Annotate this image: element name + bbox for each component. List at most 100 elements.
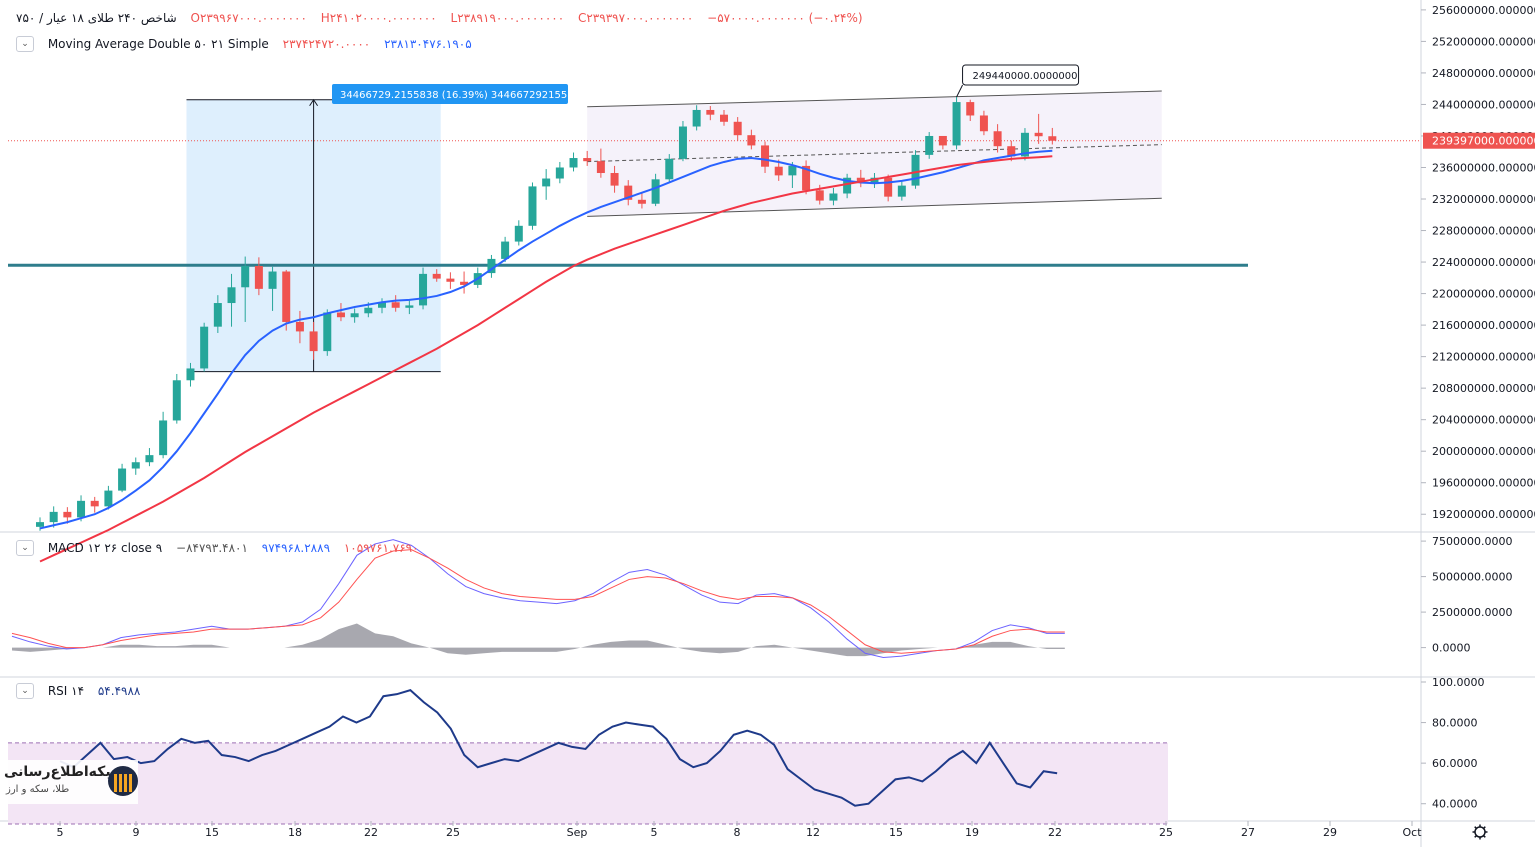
candle (596, 148, 605, 178)
price-tick-label: 192000000.0000000 (1432, 508, 1535, 521)
candle-body (501, 241, 510, 259)
candle (802, 160, 811, 195)
candle (938, 135, 947, 150)
candle (63, 507, 72, 524)
gear-icon[interactable] (1472, 824, 1488, 840)
price-tick-label: 224000000.0000000 (1432, 256, 1535, 269)
candle (542, 169, 551, 200)
candle (624, 180, 633, 206)
gear-icon-tooth (1474, 826, 1477, 829)
price-tick-label: 236000000.0000000 (1432, 161, 1535, 174)
candle (665, 154, 674, 183)
ma-value-2: ۲۳۸۱۳۰۴۷۶.۱۹۰۵ (384, 36, 472, 51)
candle (733, 117, 742, 141)
signal-line (11, 549, 1065, 654)
candle-body (49, 511, 58, 523)
candle-body (1020, 132, 1029, 157)
candle (788, 161, 797, 188)
logo-subtitle: طلا، سکه و ارز (6, 784, 70, 795)
candle (610, 165, 619, 193)
candle-body (77, 500, 86, 518)
candle-body (569, 158, 578, 168)
range-measure-label: 34466729.2155838 (16.39%) 34466729215583… (340, 90, 586, 101)
rsi-value: ۵۴.۴۹۸۸ (97, 683, 141, 698)
candle-body (720, 114, 728, 122)
candle-body (378, 302, 386, 308)
candle-body (802, 165, 811, 191)
chevron-down-icon[interactable]: ⌄ (16, 683, 34, 699)
candle (993, 124, 1002, 153)
candle-body (528, 186, 537, 226)
rsi-name[interactable]: RSI ۱۴ (47, 683, 85, 698)
candle-body (911, 154, 920, 186)
watermark-logo: شبکه‌اطلاع‌رسانی طلا، سکه و ارز (2, 760, 138, 804)
candle-body (104, 490, 113, 507)
price-tick-label: 252000000.0000000 (1432, 35, 1535, 48)
high-callout-box (962, 64, 1080, 86)
candle-body (856, 177, 865, 183)
candle (720, 109, 728, 126)
price-tick-label: 212000000.0000000 (1432, 351, 1535, 364)
candle-body (268, 271, 277, 289)
macd-name[interactable]: MACD ۱۲ ۲۶ close ۹ (47, 540, 163, 555)
candle (514, 220, 523, 246)
time-tick-label: 5 (57, 826, 64, 839)
logo-bars-icon (114, 774, 134, 792)
candle (761, 141, 770, 174)
candle (528, 182, 537, 230)
candle (952, 97, 961, 150)
time-tick-label: 18 (288, 826, 302, 839)
candle-body (336, 312, 345, 318)
chevron-down-icon[interactable]: ⌄ (16, 540, 34, 556)
candle (678, 120, 687, 162)
high-callout-label: 249440000.0000000 (973, 71, 1078, 82)
candle-body (419, 273, 428, 306)
ma-name[interactable]: Moving Average Double ۵۰ ۲۱ Simple (47, 36, 269, 51)
ma-value-1: ۲۳۷۴۲۴۷۲۰.۰۰۰۰ (282, 36, 371, 51)
candle-body (309, 331, 318, 352)
time-tick-label: 12 (806, 826, 820, 839)
price-tick-label: 196000000.0000000 (1432, 477, 1535, 490)
candle (651, 173, 660, 207)
candle-body (610, 173, 619, 186)
candle (774, 159, 783, 181)
candle (49, 506, 58, 528)
macd-histogram (12, 623, 1065, 657)
candle-body (884, 177, 893, 197)
macd-signal-value: ۱۰۵۹۷۶۱.۷۶۹۰ (343, 540, 419, 555)
channel-bottom (587, 197, 1162, 217)
gear-icon-tooth (1474, 835, 1477, 838)
price-tick-label: 248000000.0000000 (1432, 67, 1535, 80)
candle-body (350, 313, 359, 318)
candle (419, 267, 428, 310)
symbol-title[interactable]: شاخص ۲۴۰ طلای ۱۸ عیار / ۷۵۰ (16, 11, 177, 25)
candle-body (1007, 146, 1016, 157)
candle (118, 463, 127, 493)
channel-fill (587, 91, 1162, 217)
candle-body (596, 161, 605, 174)
candle (979, 110, 988, 136)
macd-macd-value: ۹۷۴۹۶۸.۲۸۸۹ (261, 540, 331, 555)
chevron-down-icon[interactable]: ⌄ (16, 36, 34, 52)
candle (200, 322, 209, 372)
price-legend: شاخص ۲۴۰ طلای ۱۸ عیار / ۷۵۰ O۲۳۹۹۶۷۰۰۰.۰… (16, 11, 873, 25)
candle (692, 105, 701, 131)
candle (829, 187, 838, 206)
candle-body (487, 258, 496, 274)
macd-tick-label: 5000000.0000 (1432, 571, 1512, 584)
ma-line (39, 155, 1053, 563)
candle (336, 303, 345, 322)
macd-hist-value: −۸۴۷۹۳.۴۸۰۱ (176, 540, 248, 555)
candle (897, 181, 906, 201)
candle-body (925, 135, 934, 155)
time-tick-label: 25 (1159, 826, 1173, 839)
candle (911, 150, 920, 189)
candle (583, 150, 592, 166)
price-tick-label: 256000000.0000000 (1432, 4, 1535, 17)
candle-body (241, 266, 250, 288)
candle (446, 272, 455, 289)
rsi-line (59, 688, 1058, 807)
candle-body (514, 225, 523, 242)
candle-body (254, 266, 263, 289)
